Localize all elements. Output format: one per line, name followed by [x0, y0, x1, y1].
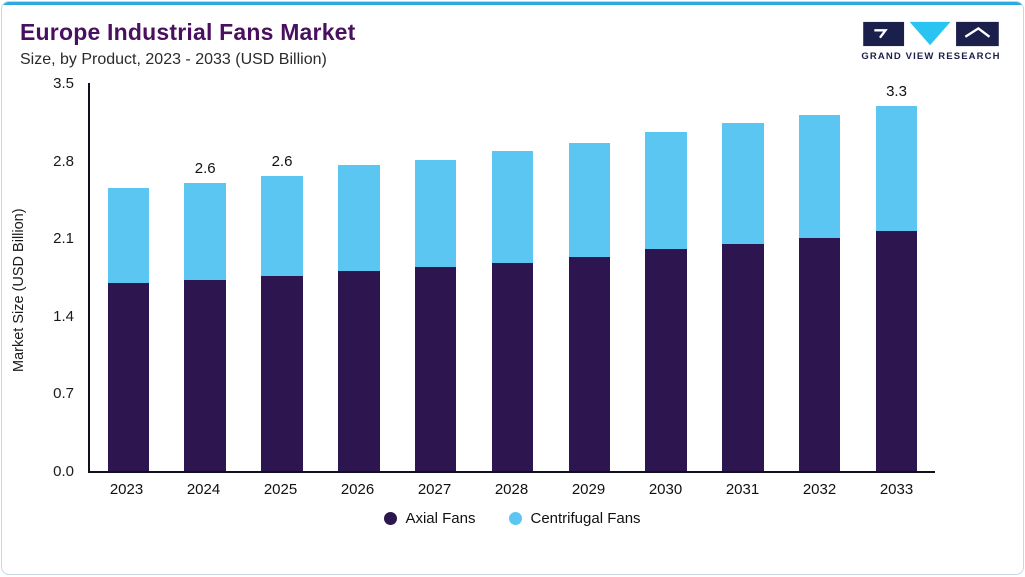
bar-group: [705, 83, 782, 471]
x-axis-label: 2028: [494, 481, 529, 498]
bar-value-label: 3.3: [886, 83, 907, 100]
top-accent-line: [2, 2, 1023, 5]
y-tick-label: 2.1: [53, 230, 74, 248]
y-tick-label: 3.5: [53, 75, 74, 92]
chart-area: Market Size (USD Billion) 0.0 0.7 1.4 2.1 2.…: [2, 75, 1023, 498]
bar-segment-axial-fans[interactable]: [568, 257, 611, 471]
grand-view-research-logo: GRAND VIEW RESEARCH: [861, 21, 1001, 62]
legend-label: Centrifugal Fans: [530, 510, 641, 527]
x-axis-label: 2030: [648, 481, 683, 498]
bar-group: 3.3: [858, 83, 935, 471]
bar-group: 2.6: [167, 83, 244, 471]
bar-group: [551, 83, 628, 471]
bar-group: [474, 83, 551, 471]
x-axis-labels: 2023 2024 2025 2026 2027 2028 2029 2030 2031 2032…: [88, 481, 935, 498]
bar-value-label: 2.6: [194, 159, 216, 177]
legend-label: Axial Fans: [405, 510, 476, 527]
x-axis-label: 2031: [725, 481, 760, 498]
bar-segment-axial-fans[interactable]: [261, 275, 303, 471]
bar-group: [781, 83, 858, 471]
y-tick-label: 1.4: [53, 307, 74, 325]
bar-group: 2.6: [244, 83, 321, 471]
y-axis-ticks: 0.0 0.7 1.4 2.1 2.8 3.5: [36, 75, 82, 480]
bar-segment-axial-fans[interactable]: [414, 267, 457, 471]
plot-area: 0.0 0.7 1.4 2.1 2.8 3.5 2.6 2.6 3.3: [53, 75, 935, 480]
y-tick-label: 0.7: [53, 385, 74, 403]
bar-segment-centrifugal-fans[interactable]: [261, 176, 303, 276]
bar-segment-centrifugal-fans[interactable]: [722, 122, 764, 244]
logo-mark-icon: [863, 21, 999, 47]
legend-item: Centrifugal Fans: [509, 510, 641, 527]
page-title: Europe Industrial Fans Market: [20, 19, 356, 45]
y-axis-label: Market Size (USD Billion): [11, 208, 27, 373]
x-axis-label: 2032: [802, 481, 837, 498]
legend-dot-icon: [509, 512, 523, 525]
bar-segment-centrifugal-fans[interactable]: [184, 182, 226, 281]
y-tick-label: 2.8: [53, 152, 74, 170]
chart-header: Europe Industrial Fans Market Size, by P…: [2, 5, 1023, 69]
logo-text: GRAND VIEW RESEARCH: [861, 51, 1001, 62]
bar-segment-axial-fans[interactable]: [338, 271, 380, 471]
bars-container: 2.6 2.6 3.3: [90, 83, 935, 471]
bar-segment-axial-fans[interactable]: [798, 238, 841, 471]
x-axis-label: 2025: [263, 481, 298, 498]
bar-segment-axial-fans[interactable]: [645, 249, 687, 471]
bar-group: [320, 83, 397, 471]
x-axis-label: 2033: [879, 481, 914, 498]
bar-value-label: 2.6: [271, 153, 293, 171]
legend-dot-icon: [384, 512, 398, 525]
bar-segment-axial-fans[interactable]: [875, 230, 918, 471]
bar-group: [628, 83, 705, 471]
bar-segment-centrifugal-fans[interactable]: [414, 159, 457, 268]
y-tick-label: 0.0: [53, 463, 74, 480]
x-axis-label: 2024: [186, 481, 221, 498]
bar-segment-centrifugal-fans[interactable]: [645, 131, 687, 250]
bar-segment-centrifugal-fans[interactable]: [491, 150, 534, 263]
bar-segment-axial-fans[interactable]: [184, 280, 226, 471]
bar-segment-axial-fans[interactable]: [491, 262, 534, 471]
bar-segment-centrifugal-fans[interactable]: [875, 106, 918, 231]
bar-segment-centrifugal-fans[interactable]: [568, 142, 611, 258]
bar-segment-centrifugal-fans[interactable]: [798, 115, 841, 239]
bar-segment-axial-fans[interactable]: [722, 243, 764, 471]
title-block: Europe Industrial Fans Market Size, by P…: [20, 19, 356, 69]
bar-segment-centrifugal-fans[interactable]: [338, 165, 380, 272]
page-subtitle: Size, by Product, 2023 - 2033 (USD Billi…: [20, 51, 327, 68]
x-axis-label: 2026: [340, 481, 375, 498]
x-axis-label: 2023: [109, 481, 144, 498]
bar-segment-centrifugal-fans[interactable]: [107, 188, 150, 283]
plot-wrap: 0.0 0.7 1.4 2.1 2.8 3.5 2.6 2.6 3.3 2023 2024 202…: [36, 75, 935, 498]
bar-group: [90, 83, 167, 471]
x-axis-label: 2027: [417, 481, 452, 498]
bar-segment-axial-fans[interactable]: [107, 282, 150, 471]
legend-item: Axial Fans: [384, 510, 475, 527]
bar-group: [397, 83, 474, 471]
x-axis-label: 2029: [571, 481, 606, 498]
legend: Axial Fans Centrifugal Fans: [2, 510, 1023, 527]
